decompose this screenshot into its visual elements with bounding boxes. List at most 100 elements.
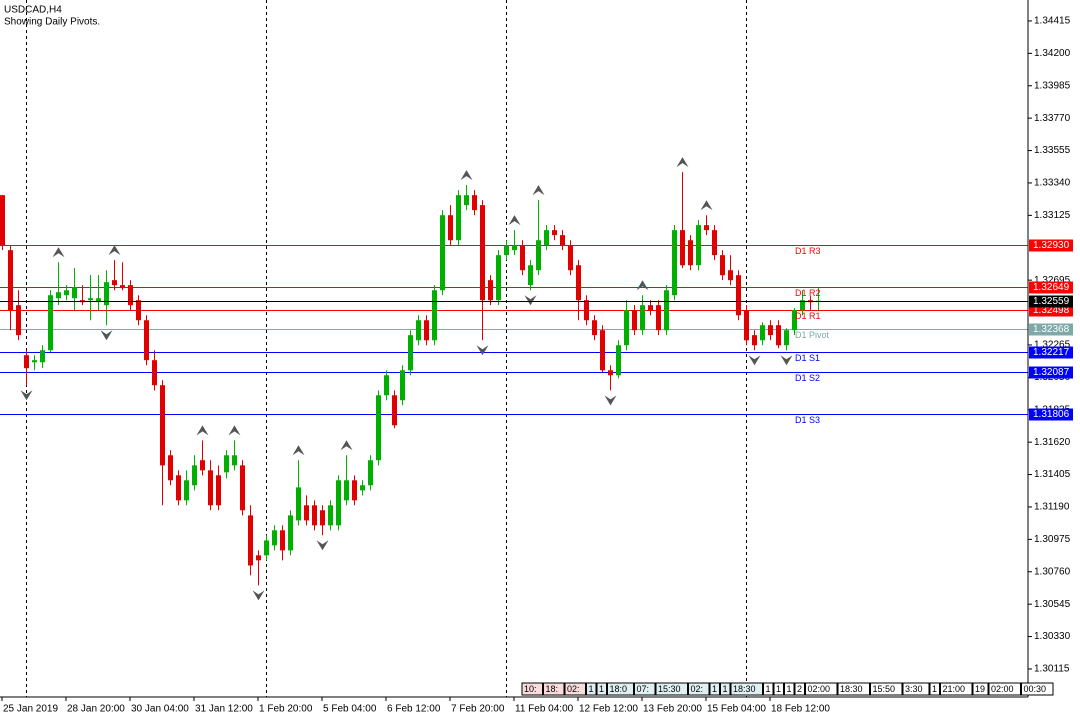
fractal-down	[604, 395, 617, 406]
candle-body	[40, 350, 45, 363]
pivot-name: D1 R2	[795, 288, 821, 298]
fractal-up	[532, 185, 545, 196]
candle-body	[768, 325, 773, 336]
candle-body	[368, 460, 373, 486]
timebar-box	[688, 682, 710, 696]
candle-body	[72, 287, 77, 299]
x-tick-label: 28 Jan 20:00	[67, 704, 125, 715]
timebar-label: 1	[766, 684, 771, 694]
candle-body	[280, 530, 285, 551]
candle-body	[648, 305, 653, 311]
candle-body	[576, 265, 581, 301]
timebar-box	[564, 682, 586, 696]
price-label-box	[1029, 408, 1073, 421]
y-tick-label: 1.34415	[1034, 16, 1071, 27]
pivot-name: D1 S3	[795, 415, 820, 425]
candle-body	[584, 300, 589, 321]
candle-body	[720, 255, 725, 276]
fractal-up	[228, 425, 241, 436]
timebar-label: 07:	[637, 684, 650, 694]
chart-title: USDCAD,H4	[4, 5, 62, 16]
timebar-box	[870, 682, 903, 696]
timebar-label: 00:30	[1024, 684, 1047, 694]
timebar-label: 1	[932, 684, 937, 694]
timebar-label: 10:	[524, 684, 537, 694]
candle-body	[520, 245, 525, 271]
candle-body	[488, 280, 493, 301]
y-tick-label: 1.31405	[1034, 469, 1071, 480]
candle-body	[672, 230, 677, 296]
timebar-label: 02:	[567, 684, 580, 694]
pivot-name: D1 R1	[795, 311, 821, 321]
timebar-label: 19	[975, 684, 985, 694]
timebar-box	[521, 682, 543, 696]
timebar-label: 02:00	[808, 684, 831, 694]
pivot-name: D1 S1	[795, 353, 820, 363]
fractal-up	[676, 157, 689, 168]
y-tick-label: 1.30760	[1034, 566, 1071, 577]
candle-body	[784, 330, 789, 346]
timebar-label: 02:	[691, 684, 704, 694]
candle-body	[752, 335, 757, 346]
plot-area	[0, 0, 1028, 697]
y-tick-label: 1.32265	[1034, 340, 1071, 351]
x-tick-label: 5 Feb 04:00	[323, 704, 377, 715]
price-label: 1.32498	[1033, 305, 1070, 316]
candle-body	[112, 280, 117, 286]
candle-body	[232, 455, 237, 466]
candle-body	[616, 345, 621, 376]
candle-body	[296, 487, 301, 521]
candle-body	[376, 395, 381, 461]
x-tick-label: 15 Feb 04:00	[707, 704, 766, 715]
candle-body	[384, 375, 389, 396]
candle-body	[160, 385, 165, 466]
candle-body	[712, 230, 717, 256]
fractal-up	[196, 425, 209, 436]
timebar-box	[763, 682, 774, 696]
last-price-box	[1029, 295, 1073, 308]
candle-body	[216, 475, 221, 506]
candle-body	[272, 530, 277, 546]
candle-body	[264, 540, 269, 556]
candle-body	[48, 295, 53, 351]
candle-body	[664, 290, 669, 331]
timebar-box	[586, 682, 597, 696]
fractal-down	[524, 295, 537, 306]
candle-body	[136, 300, 141, 321]
candle-body	[336, 480, 341, 526]
y-tick-label: 1.33125	[1034, 210, 1071, 221]
candle-body	[560, 235, 565, 246]
price-label-box	[1029, 281, 1073, 294]
timebar-box	[634, 682, 656, 696]
y-tick-label: 1.34200	[1034, 48, 1071, 59]
fractal-down	[476, 345, 489, 356]
timebar-label: 1	[776, 684, 781, 694]
y-tick-label: 1.31190	[1034, 502, 1070, 513]
timebar-box	[730, 682, 763, 696]
candle-body	[736, 275, 741, 316]
timebar-label: 3:30	[905, 684, 923, 694]
timebar-label: 18:	[546, 684, 559, 694]
timebar-box	[1021, 682, 1054, 696]
fractal-down	[252, 590, 265, 601]
pivot-name: D1 S2	[795, 373, 820, 383]
candle-body	[416, 320, 421, 341]
y-tick-label: 1.31620	[1034, 437, 1071, 448]
candle-body	[128, 285, 133, 306]
timebar-box	[929, 682, 940, 696]
candle-body	[600, 330, 605, 371]
timebar-box	[773, 682, 784, 696]
timebar-label: 21:00	[943, 684, 966, 694]
candle-body	[32, 360, 37, 363]
timebar-label: 18:30	[733, 684, 756, 694]
x-tick-label: 12 Feb 12:00	[579, 704, 638, 715]
candle-body	[192, 465, 197, 486]
fractal-up	[636, 280, 649, 291]
candle-body	[544, 230, 549, 246]
timebar-label: 18:0	[610, 684, 628, 694]
timebar-box	[655, 682, 688, 696]
candle-body	[496, 255, 501, 301]
y-tick-label: 1.30330	[1034, 631, 1071, 642]
timebar-label: 1	[599, 684, 604, 694]
